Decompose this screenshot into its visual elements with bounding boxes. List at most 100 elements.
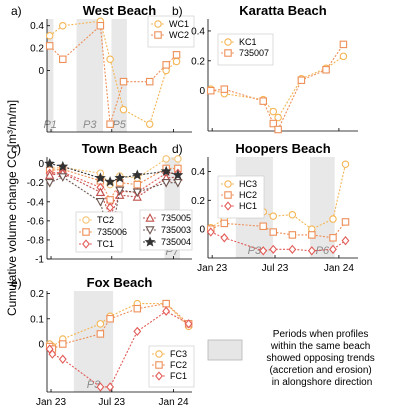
data-point-KC1 — [274, 113, 282, 122]
data-point-KC1 — [339, 52, 348, 61]
y-tick-label: 0 — [199, 225, 205, 236]
period-legend-line: showed opposing trends — [266, 353, 374, 364]
series-line-735004 — [49, 163, 179, 183]
y-axis-label: Cumulative volume change CC [m³/m/m] — [5, 100, 19, 316]
period-label: P5 — [112, 119, 126, 131]
data-point-HC2 — [329, 234, 337, 242]
legend-label: HC2 — [239, 190, 257, 200]
series-line-WC1 — [49, 20, 177, 126]
data-point-FC1 — [96, 382, 105, 392]
legend-label: 735006 — [97, 227, 127, 237]
data-point-735003 — [161, 178, 171, 188]
y-tick-label: -0.4 — [27, 197, 45, 208]
legend-marker — [154, 20, 162, 28]
legend-label: FC2 — [170, 360, 187, 370]
data-point-FC1 — [162, 306, 171, 316]
data-point-735007 — [259, 97, 267, 105]
y-tick-label: -0.6 — [27, 216, 45, 227]
period-legend: Periods when profiles within the same be… — [207, 329, 375, 388]
legend-label: HC1 — [239, 201, 257, 211]
data-point-735007 — [339, 40, 348, 49]
data-point-735004 — [114, 172, 126, 183]
data-point-TC2 — [174, 155, 182, 163]
panel-d: P3 P6 0 0.2 0.4 Jan 23 Jul 23 Jan 24 d) Hoopers B… — [172, 141, 358, 274]
data-point-FC1 — [184, 319, 193, 329]
data-point-735004 — [104, 176, 116, 187]
data-point-HC3 — [269, 212, 278, 220]
legend-label: WC1 — [169, 19, 189, 29]
period-shade — [47, 19, 54, 132]
series-line-TC1 — [49, 171, 178, 209]
data-point-HC1 — [206, 227, 215, 237]
data-point-FC1 — [48, 349, 57, 359]
legend-marker — [82, 228, 90, 236]
y-tick-label: 0.1 — [30, 314, 44, 325]
data-point-FC2 — [133, 304, 142, 313]
data-point-735004 — [172, 169, 184, 180]
panel-title: West Beach — [83, 3, 157, 18]
data-point-735005 — [45, 170, 55, 179]
data-point-WC1 — [106, 55, 114, 64]
legend-label: TC1 — [97, 239, 114, 249]
period-legend-line: within the same beach — [270, 341, 371, 352]
data-point-735004 — [131, 169, 143, 180]
panel-title: Fox Beach — [87, 275, 153, 290]
data-point-WC2 — [106, 120, 114, 128]
data-point-HC1 — [288, 244, 297, 254]
data-point-HC2 — [269, 228, 278, 236]
period-label: P1 — [43, 119, 56, 131]
data-point-FC2 — [59, 340, 67, 348]
data-point-HC1 — [269, 244, 278, 254]
legend-marker — [82, 216, 90, 224]
legend-marker — [155, 361, 163, 369]
period-legend-line: in alongshore direction — [272, 377, 373, 388]
period-legend-line: (accretion and erosion) — [269, 365, 371, 376]
data-point-735007 — [274, 125, 282, 134]
y-tick-label: 0.4 — [191, 167, 205, 178]
data-point-WC2 — [96, 21, 105, 30]
legend-marker — [155, 350, 163, 358]
legend-label: 735005 — [161, 213, 191, 223]
data-point-735003 — [58, 173, 68, 182]
data-point-TC2 — [162, 155, 170, 163]
data-point-HC1 — [329, 244, 337, 254]
data-point-WC2 — [172, 51, 181, 59]
data-point-735004 — [160, 165, 172, 176]
legend-label: FC1 — [170, 371, 187, 381]
data-point-WC1 — [145, 120, 154, 128]
data-point-HC2 — [259, 222, 267, 231]
data-point-735003 — [132, 188, 142, 198]
data-point-735007 — [207, 86, 215, 95]
period-shade — [76, 19, 104, 132]
legend-marker — [155, 371, 163, 381]
legend-label: FC3 — [170, 349, 187, 359]
data-point-HC2 — [341, 218, 350, 226]
panel-title: Karatta Beach — [239, 3, 326, 18]
period-legend-line: Periods when profiles — [273, 329, 369, 340]
y-tick-label: 0.4 — [191, 26, 205, 37]
series-line-KC1 — [210, 55, 344, 119]
data-point-735006 — [133, 180, 142, 189]
period-shade — [73, 291, 114, 392]
x-tick-label: Jan 24 — [159, 397, 189, 408]
y-tick-label: 0.2 — [191, 56, 205, 67]
panel-label: c) — [11, 142, 21, 156]
legend-marker — [224, 201, 232, 211]
panel-title: Hoopers Beach — [235, 141, 330, 156]
data-point-735004 — [95, 172, 106, 183]
data-point-735007 — [297, 76, 306, 84]
data-point-WC2 — [59, 55, 67, 64]
data-point-735004 — [44, 158, 56, 169]
data-point-FC2 — [106, 315, 114, 323]
period-label: P3 — [83, 119, 97, 131]
y-tick-label: 0 — [38, 340, 44, 351]
data-point-FC2 — [162, 299, 170, 308]
legend-marker — [82, 239, 90, 249]
y-tick-label: -0.2 — [27, 178, 45, 189]
y-tick-label: -0.8 — [27, 235, 45, 246]
legend-marker — [224, 38, 232, 46]
legend-marker — [224, 191, 232, 199]
period-label: P3 — [248, 245, 262, 257]
